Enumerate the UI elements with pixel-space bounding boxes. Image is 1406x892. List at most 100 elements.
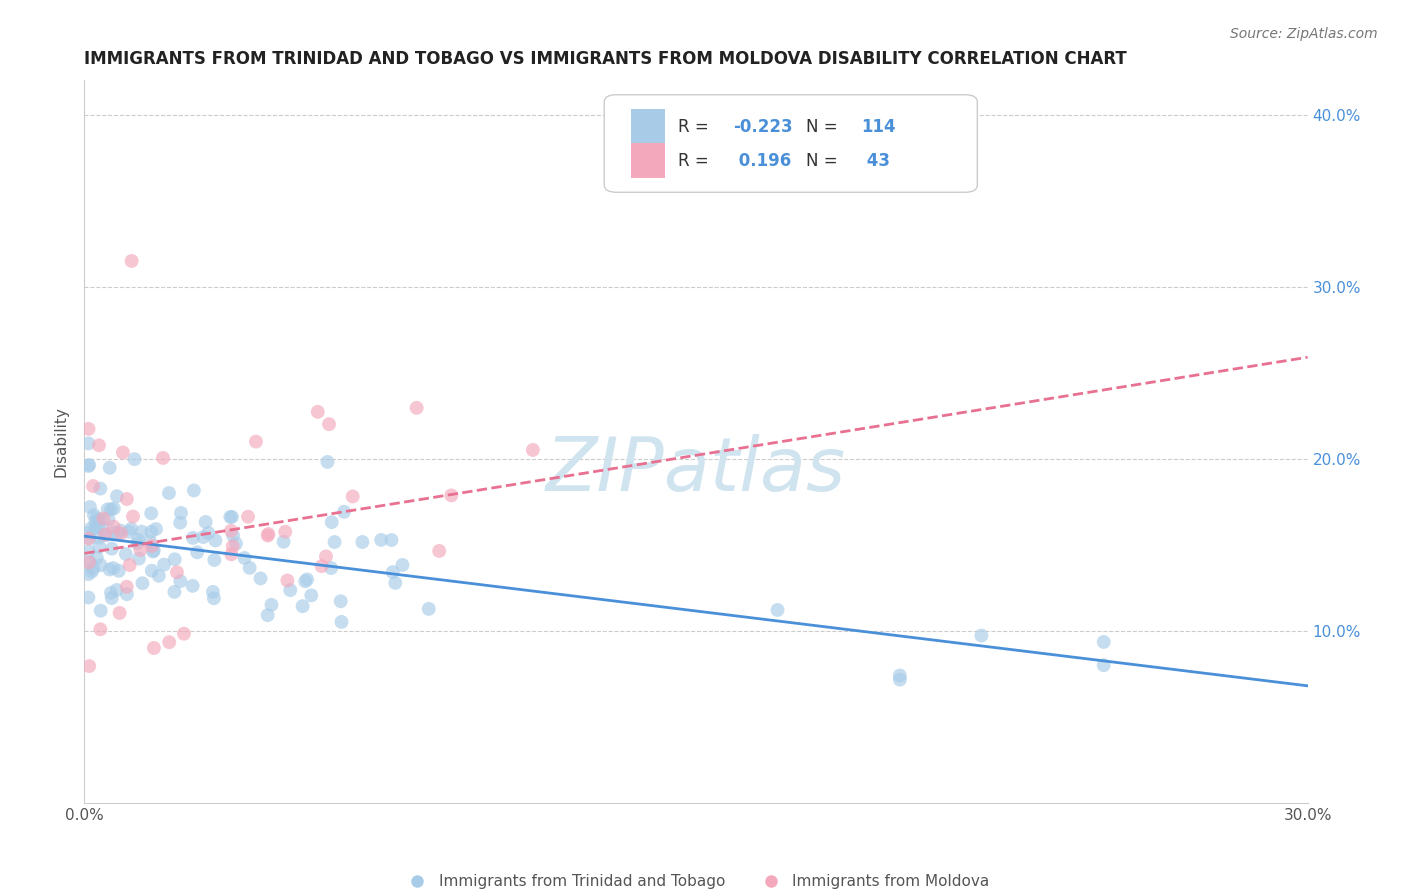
Point (222, 539, 245, 553)
Point (307, 405, 329, 419)
Point (115, 491, 138, 506)
Point (118, 558, 141, 572)
Point (273, 534, 295, 549)
Point (157, 486, 180, 500)
Point (79, 531, 101, 545)
FancyBboxPatch shape (605, 95, 977, 193)
Point (120, 522, 142, 536)
Point (194, 515, 217, 529)
Point (107, 564, 129, 578)
Text: IMMIGRANTS FROM TRINIDAD AND TOBAGO VS IMMIGRANTS FROM MOLDOVA DISABILITY CORREL: IMMIGRANTS FROM TRINIDAD AND TOBAGO VS I… (84, 50, 1128, 68)
Point (103, 525, 125, 540)
Point (260, 598, 283, 612)
Point (100, 586, 122, 600)
Point (127, 533, 149, 547)
Point (77, 591, 100, 605)
Point (278, 583, 301, 598)
Point (139, 534, 162, 549)
Point (163, 585, 186, 599)
Point (103, 501, 125, 516)
Point (299, 588, 322, 602)
Point (115, 587, 138, 601)
Point (115, 547, 138, 561)
Point (418, 602, 440, 616)
Point (201, 585, 224, 599)
Point (124, 452, 146, 467)
Point (100, 591, 122, 605)
Point (295, 573, 318, 587)
Point (380, 533, 402, 547)
Point (77, 526, 100, 541)
Text: 0.196: 0.196 (733, 153, 792, 170)
Point (204, 533, 226, 548)
Point (127, 536, 149, 550)
Point (384, 575, 406, 590)
Point (145, 522, 167, 536)
Point (970, 629, 993, 643)
Text: -0.223: -0.223 (733, 118, 793, 136)
Point (111, 445, 134, 459)
Point (89, 540, 111, 554)
Point (181, 531, 204, 545)
Point (256, 608, 278, 623)
Text: R =: R = (678, 153, 714, 170)
Point (197, 525, 219, 540)
Point (115, 580, 138, 594)
Point (110, 526, 132, 541)
Point (93, 511, 115, 525)
Point (87, 519, 110, 533)
Point (1092, 635, 1115, 649)
Point (77, 458, 100, 473)
Point (131, 576, 153, 591)
Point (77, 532, 100, 546)
Point (142, 543, 165, 558)
Point (1092, 658, 1115, 673)
Point (889, 668, 911, 682)
Point (97, 502, 120, 516)
Point (141, 506, 163, 520)
Point (84, 515, 107, 529)
Point (316, 455, 339, 469)
Text: R =: R = (678, 118, 714, 136)
Point (405, 401, 427, 415)
Point (256, 528, 278, 542)
Point (142, 544, 165, 558)
Point (157, 635, 180, 649)
Point (249, 571, 271, 585)
Point (79, 556, 101, 570)
Point (77, 422, 100, 436)
Point (84, 521, 107, 535)
Point (87, 531, 110, 545)
Text: N =: N = (806, 118, 844, 136)
Point (169, 516, 191, 530)
Point (183, 483, 205, 498)
Point (86, 550, 108, 565)
Point (77, 555, 100, 569)
Point (98, 562, 121, 576)
Text: 43: 43 (860, 153, 890, 170)
Point (77, 659, 100, 673)
Text: 114: 114 (860, 118, 896, 136)
Point (193, 530, 215, 544)
Point (245, 434, 267, 449)
Point (233, 551, 256, 566)
Point (321, 515, 343, 529)
Point (766, 603, 789, 617)
Point (129, 543, 152, 558)
Bar (631, 109, 665, 144)
Point (141, 539, 163, 553)
Point (152, 450, 174, 465)
Point (105, 489, 128, 503)
Point (427, 544, 450, 558)
Point (440, 488, 463, 502)
Point (236, 509, 259, 524)
Point (105, 582, 128, 597)
Point (221, 547, 243, 561)
Point (311, 559, 333, 574)
Point (219, 510, 242, 524)
Point (276, 574, 298, 588)
Point (318, 417, 340, 432)
Point (107, 526, 129, 541)
Point (77, 567, 100, 582)
Point (181, 579, 204, 593)
